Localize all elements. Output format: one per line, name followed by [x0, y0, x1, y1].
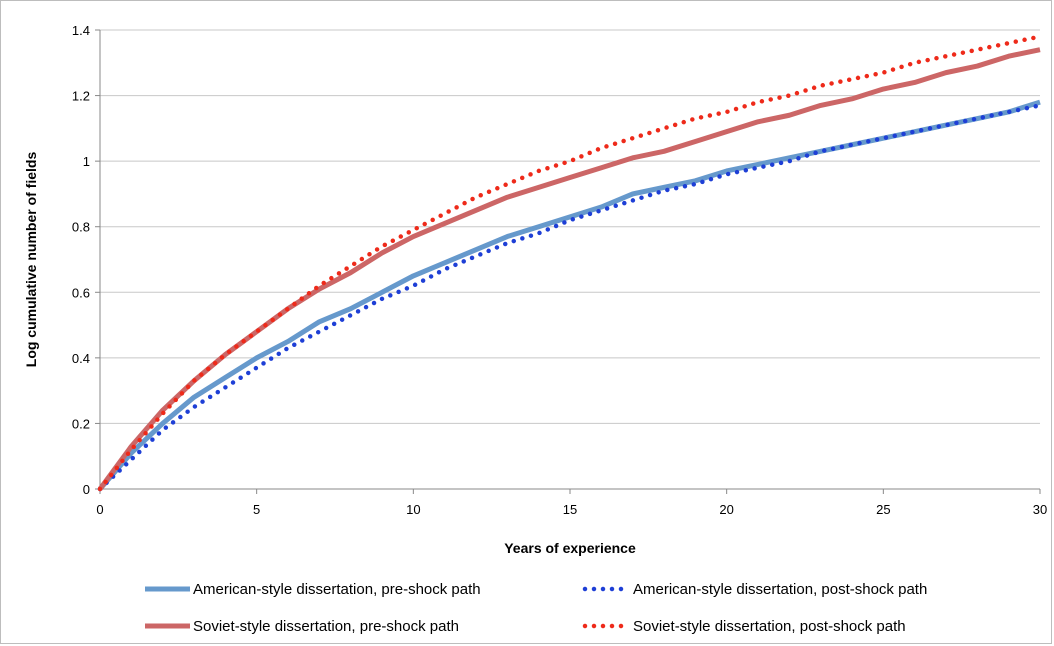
y-tick-label: 1	[83, 154, 90, 169]
x-tick-label: 25	[876, 502, 890, 517]
y-tick-label: 0.2	[72, 416, 90, 431]
y-tick-label: 0.6	[72, 285, 90, 300]
legend: American-style dissertation, pre-shock p…	[145, 581, 927, 635]
x-tick-label: 5	[253, 502, 260, 517]
x-axis-title: Years of experience	[504, 540, 636, 556]
x-tick-label: 0	[96, 502, 103, 517]
legend-item-2: American-style dissertation, post-shock …	[582, 581, 927, 598]
y-tick-label: 1.4	[72, 23, 90, 38]
legend-label: American-style dissertation, pre-shock p…	[193, 581, 481, 598]
y-tick-label: 0	[83, 482, 90, 497]
y-tick-label: 0.8	[72, 220, 90, 235]
axes	[95, 29, 1041, 494]
legend-item-4: Soviet-style dissertation, post-shock pa…	[582, 618, 906, 635]
x-tick-label: 20	[719, 502, 733, 517]
x-tick-label: 10	[406, 502, 420, 517]
x-tick-label: 30	[1033, 502, 1047, 517]
legend-label: American-style dissertation, post-shock …	[633, 581, 927, 598]
series-lines	[97, 34, 1043, 492]
tick-labels: 0 0.2 0.4 0.6 0.8 1 1.2 1.4 0 5 10 15 20 25 30	[72, 23, 1047, 517]
series-line-1	[98, 99, 1041, 491]
legend-label: Soviet-style dissertation, post-shock pa…	[633, 618, 906, 635]
legend-item-3: Soviet-style dissertation, pre-shock pat…	[145, 618, 459, 635]
grid-lines	[100, 29, 1040, 424]
y-tick-label: 1.2	[72, 89, 90, 104]
y-axis-title: Log cumulative number of fields	[23, 152, 39, 368]
x-tick-label: 15	[563, 502, 577, 517]
legend-label: Soviet-style dissertation, pre-shock pat…	[193, 618, 459, 635]
legend-item-1: American-style dissertation, pre-shock p…	[145, 581, 481, 598]
series-line-4	[97, 34, 1043, 492]
series-line-2	[97, 103, 1043, 492]
y-tick-label: 0.4	[72, 351, 90, 366]
